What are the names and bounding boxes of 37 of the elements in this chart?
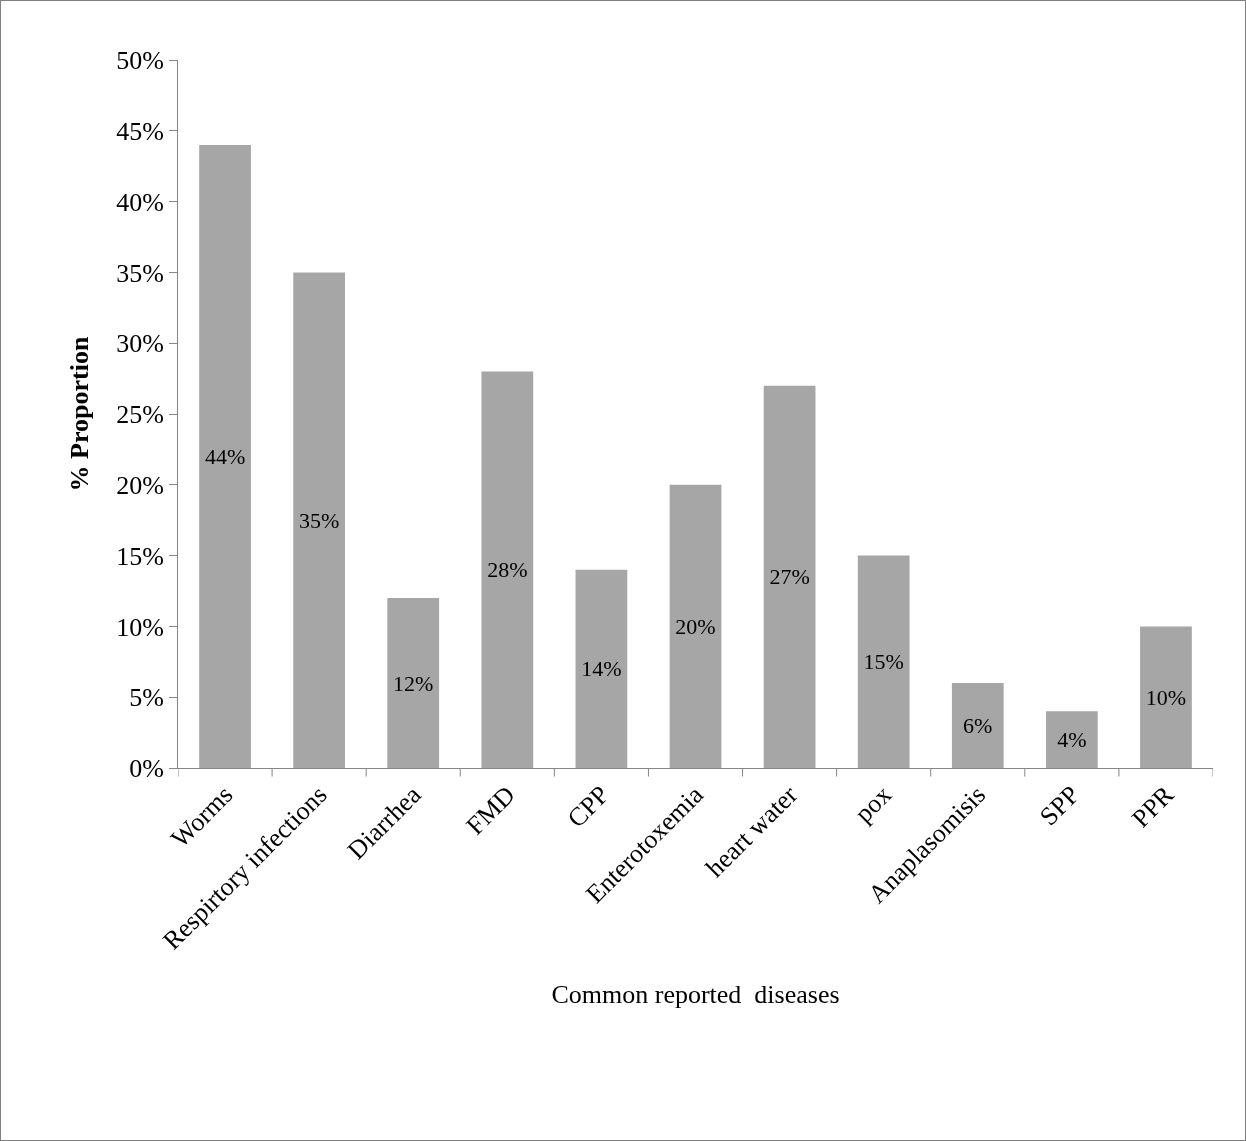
bar [387, 598, 440, 768]
x-tick-label: SPP [1034, 780, 1086, 832]
y-tick-label: 35% [116, 258, 164, 288]
data-label: 20% [675, 613, 716, 639]
bar [669, 484, 722, 768]
data-label: 28% [487, 557, 528, 583]
y-tick-label: 15% [116, 541, 164, 571]
y-tick-label: 25% [116, 400, 164, 430]
data-label: 14% [581, 656, 622, 682]
y-axis-title: % Proportion [64, 336, 94, 492]
data-label: 15% [863, 649, 904, 675]
y-tick-label: 40% [116, 187, 164, 217]
y-tick-label: 45% [116, 116, 164, 146]
data-label: 35% [298, 507, 340, 533]
y-tick-label: 10% [116, 612, 164, 642]
data-label: 27% [769, 564, 810, 590]
data-label: 44% [204, 443, 246, 469]
bar [293, 272, 346, 768]
y-tick-label: 5% [129, 683, 164, 713]
data-label: 4% [1057, 727, 1087, 753]
y-tick-label: 20% [116, 470, 164, 500]
bar [481, 371, 534, 768]
data-label: 6% [963, 713, 993, 739]
x-tick-label: PPR [1126, 779, 1180, 834]
data-label: 10% [1145, 684, 1187, 710]
bar [857, 555, 910, 768]
bar [1140, 626, 1192, 768]
bar [763, 385, 816, 768]
bar [575, 569, 628, 768]
data-label: 12% [393, 670, 434, 696]
bar [951, 683, 1004, 768]
bar [199, 144, 251, 768]
y-tick-label: 30% [116, 329, 164, 359]
bar [1045, 711, 1098, 768]
x-axis-title: Common reported diseases [551, 980, 840, 1010]
y-tick-label: 50% [116, 46, 164, 76]
y-tick-label: 0% [129, 754, 164, 784]
